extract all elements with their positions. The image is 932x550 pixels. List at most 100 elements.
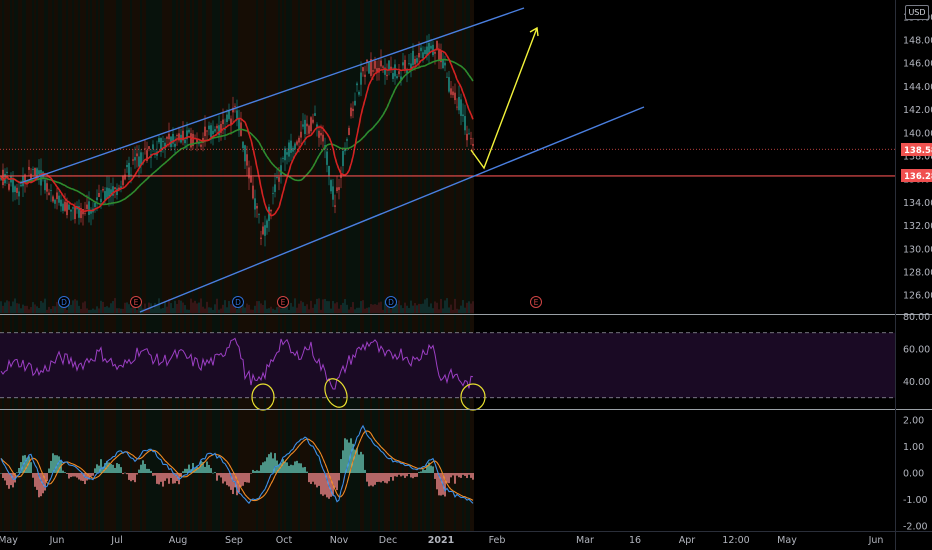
volume-bar (344, 299, 346, 313)
volume-bar (136, 309, 138, 313)
event-badge-dividend[interactable]: D (232, 296, 244, 308)
volume-bar (222, 304, 224, 313)
macd-histogram-bar (444, 473, 446, 497)
volume-bar (452, 309, 454, 313)
candle-body (210, 125, 212, 140)
macd-histogram-bar (158, 473, 160, 485)
volume-bar (212, 309, 214, 313)
volume-bar (64, 304, 66, 313)
macd-histogram-bar (354, 449, 356, 473)
event-badge-earnings[interactable]: E (130, 296, 142, 308)
macd-histogram-bar (340, 459, 342, 473)
volume-bar (440, 298, 442, 313)
channel-upper-line[interactable] (19, 7, 525, 184)
candle-body (168, 133, 170, 140)
channel-lower-line[interactable] (139, 106, 645, 313)
macd-histogram-bar (364, 469, 366, 473)
macd-histogram-bar (428, 462, 430, 473)
candle-body (386, 74, 388, 77)
volume-bar (246, 303, 248, 313)
macd-histogram-bar (440, 473, 442, 496)
macd-axis[interactable]: 2.00 1.00 0.00 -1.00 -2.00 (903, 416, 928, 533)
macd-histogram-bar (336, 473, 338, 491)
candle-body (110, 189, 112, 196)
volume-bar (100, 300, 102, 313)
volume-bar (152, 308, 154, 313)
macd-histogram-bar (98, 465, 100, 473)
macd-histogram-bar (370, 473, 372, 486)
candle-body (112, 186, 114, 196)
candle-body (424, 49, 426, 55)
volume-bar (140, 298, 142, 313)
candle-body (120, 186, 122, 189)
macd-histogram-bar (174, 473, 176, 484)
candle-body (160, 138, 162, 152)
volume-bar (154, 302, 156, 313)
earnings-badge-label: E (534, 298, 539, 307)
volume-bar (72, 300, 74, 313)
volume-bar (36, 306, 38, 313)
macd-histogram-bar (404, 473, 406, 478)
volume-bar (352, 302, 354, 313)
oversold-highlight-2[interactable] (321, 375, 352, 411)
candle-body (152, 144, 154, 149)
macd-histogram-bar (38, 473, 40, 498)
macd-histogram-bar (200, 460, 202, 473)
macd-pane[interactable] (0, 424, 474, 505)
volume-bar (80, 308, 82, 313)
time-axis[interactable]: May Jun Jul Aug Sep Oct Nov Dec 2021 Feb Mar 16 Apr 1… (0, 535, 883, 546)
earnings-badge-label: E (134, 298, 139, 307)
candle-body (396, 76, 398, 79)
rsi-tick-label: 60.00 (903, 345, 930, 356)
event-badge-dividend[interactable]: D (58, 296, 70, 308)
macd-histogram-bar (170, 473, 172, 478)
macd-histogram-bar (298, 463, 300, 473)
candle-body (232, 107, 234, 113)
macd-tick-label: 1.00 (903, 442, 924, 453)
event-badge-earnings[interactable]: E (530, 296, 542, 308)
volume-bar (22, 304, 24, 313)
currency-button[interactable]: USD (905, 5, 929, 20)
candle-body (80, 208, 82, 219)
candle-body (304, 119, 306, 135)
rsi-axis[interactable]: 80.00 60.00 40.00 (903, 312, 930, 388)
candle-body (302, 124, 304, 127)
volume-bar (436, 302, 438, 313)
rsi-pane[interactable] (0, 332, 895, 411)
candle-body (454, 92, 456, 101)
candle-body (330, 180, 332, 192)
macd-histogram-bar (314, 473, 316, 485)
volume-bar (446, 298, 448, 313)
candle-body (310, 117, 312, 132)
candle-body (338, 187, 340, 190)
volume-bar (266, 308, 268, 313)
candle-body (290, 140, 292, 153)
event-badge-earnings[interactable]: E (277, 296, 289, 308)
candle-body (96, 197, 98, 201)
volume-bar (370, 304, 372, 313)
projection-arrow-path[interactable] (470, 27, 538, 170)
volume-bar (268, 308, 270, 313)
candle-body (166, 136, 168, 139)
volume-bar (426, 298, 428, 313)
macd-histogram-bar (18, 467, 20, 473)
projection-arrowhead (529, 26, 539, 37)
volume-bar (98, 308, 100, 313)
price-axis[interactable]: 150.00148.00146.00144.00142.00140.00138.… (903, 12, 932, 301)
event-badge-dividend[interactable]: D (385, 296, 397, 308)
candle-body (218, 125, 220, 136)
candle-body (254, 198, 256, 210)
candle-body (352, 108, 354, 112)
candle-body (402, 62, 404, 66)
volume-bar (288, 309, 290, 313)
macd-histogram-bar (302, 467, 304, 473)
candle-body (416, 58, 418, 63)
candle-body (274, 184, 276, 192)
macd-histogram-bar (206, 461, 208, 473)
macd-histogram-bar (286, 462, 288, 473)
candle-body (148, 146, 150, 149)
candle-body (236, 110, 238, 119)
